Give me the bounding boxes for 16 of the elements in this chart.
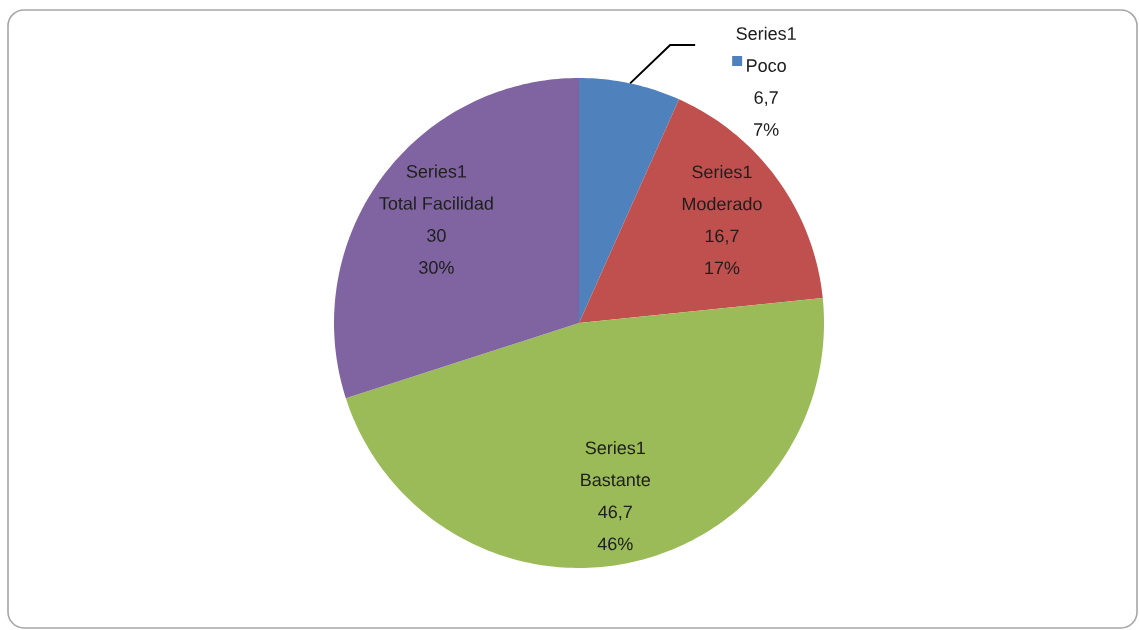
slice-label: Bastante <box>581 473 651 487</box>
legend-label: Poco <box>747 59 786 72</box>
data-label: 16,7 <box>705 229 739 245</box>
text: Series1 <box>736 26 796 40</box>
slice-label: Moderado <box>682 197 762 211</box>
text: Series1 <box>692 165 752 179</box>
data-label: 30 <box>427 229 446 242</box>
slice-label: Series1 <box>406 164 467 178</box>
data-label: 46,7 <box>598 505 632 521</box>
text: Series1 <box>585 441 645 455</box>
data-label: 6,7 <box>754 91 778 107</box>
text: 30% <box>419 261 454 274</box>
text: 46% <box>597 537 633 551</box>
text: 17% <box>705 261 740 275</box>
text: 7% <box>754 123 779 136</box>
slice-label: Total Facilidad <box>379 196 493 210</box>
